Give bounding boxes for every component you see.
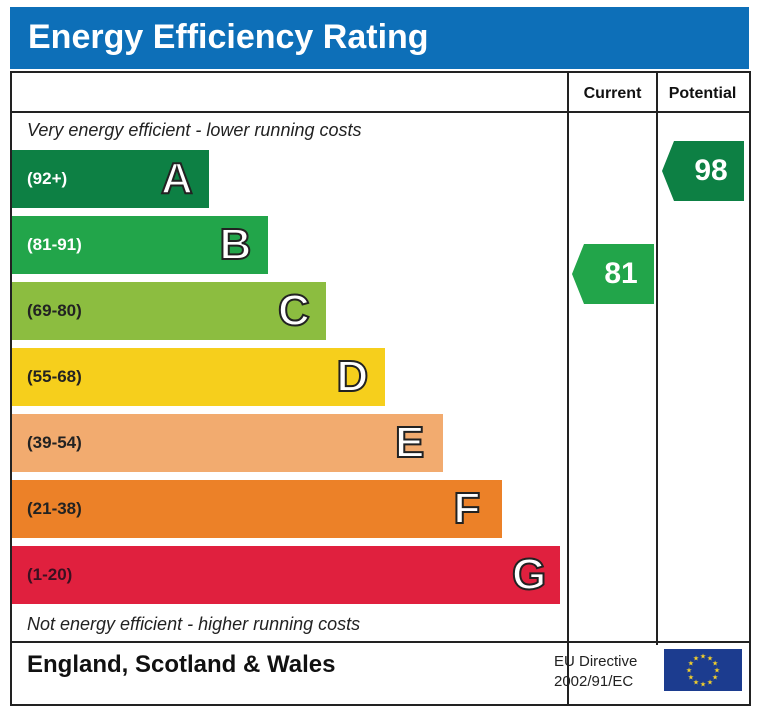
band-a [12, 150, 209, 208]
flag-star: ★ [688, 674, 694, 682]
eu-flag-icon: ★ ★ ★ ★ ★ ★ ★ ★ ★ ★ ★ ★ [664, 649, 742, 691]
directive-line-2: 2002/91/EC [554, 673, 634, 690]
band-g-letter: G [511, 550, 547, 599]
band-b-range: (81-91) [27, 235, 82, 254]
band-e-letter: E [394, 418, 425, 467]
footer-region: England, Scotland & Wales [27, 651, 336, 678]
flag-star: ★ [712, 660, 718, 668]
page-title: Energy Efficiency Rating [28, 18, 429, 56]
header-bar: Energy Efficiency Rating [10, 7, 749, 69]
band-d [12, 348, 385, 406]
flag-star: ★ [714, 667, 720, 675]
band-c-range: (69-80) [27, 301, 82, 320]
current-column-header: Current [583, 85, 642, 102]
current-marker-value: 81 [604, 257, 638, 290]
band-g-range: (1-20) [27, 565, 73, 584]
header-row-divider [10, 111, 749, 113]
band-a-range: (92+) [27, 169, 68, 188]
band-f-letter: F [453, 484, 482, 533]
band-b-letter: B [219, 220, 253, 269]
potential-column-header: Potential [668, 85, 737, 102]
band-a-letter: A [160, 154, 194, 203]
potential-column-divider [656, 71, 658, 645]
directive-line-1: EU Directive [554, 653, 638, 670]
flag-star: ★ [693, 654, 699, 662]
potential-marker: 98 [662, 141, 744, 201]
current-marker-shape [572, 244, 654, 304]
flag-star: ★ [686, 667, 692, 675]
band-b [12, 216, 268, 274]
band-f-range: (21-38) [27, 499, 82, 518]
band-c [12, 282, 326, 340]
current-column-divider [567, 71, 569, 704]
band-d-range: (55-68) [27, 367, 82, 386]
flag-star: ★ [707, 679, 713, 687]
flag-star: ★ [700, 653, 706, 661]
flag-star: ★ [688, 660, 694, 668]
flag-star: ★ [693, 679, 699, 687]
current-marker: 81 [572, 244, 654, 304]
flag-star: ★ [712, 674, 718, 682]
band-c-letter: C [277, 286, 311, 335]
bottom-note: Not energy efficient - higher running co… [27, 614, 361, 634]
flag-star: ★ [700, 681, 706, 689]
band-d-letter: D [336, 352, 370, 401]
band-e [12, 414, 443, 472]
potential-marker-value: 98 [694, 154, 728, 187]
potential-marker-shape [662, 141, 744, 201]
band-g [12, 546, 560, 604]
top-note: Very energy efficient - lower running co… [27, 120, 362, 140]
footer-divider [10, 641, 749, 643]
flag-star: ★ [707, 654, 713, 662]
band-e-range: (39-54) [27, 433, 82, 452]
band-f [12, 480, 502, 538]
